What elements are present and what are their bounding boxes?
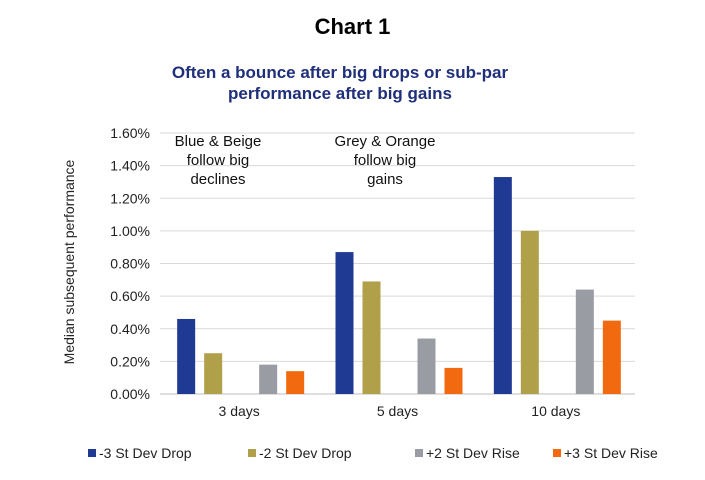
- chart-subtitle: Often a bounce after big drops or sub-pa…: [140, 62, 540, 104]
- bar--3-st-dev-rise-2: [602, 320, 621, 394]
- legend-label: -2 St Dev Drop: [259, 445, 352, 461]
- legend-swatch: [553, 449, 561, 457]
- y-tick-label: 1.60%: [110, 125, 150, 141]
- annotation-line: follow big: [354, 152, 417, 169]
- legend: -3 St Dev Drop -2 St Dev Drop +2 St Dev Ri…: [88, 445, 658, 461]
- y-tick-label: 0.60%: [110, 288, 150, 304]
- bar--3-st-dev-rise-0: [286, 371, 305, 394]
- chart-title: Chart 1: [314, 14, 391, 39]
- bar--3-st-dev-rise-1: [444, 367, 463, 394]
- annotation-line: Grey & Orange: [335, 133, 436, 150]
- annotation-line: gains: [367, 171, 403, 188]
- bar--3-st-dev-drop-2: [493, 177, 512, 394]
- y-tick-label: 1.20%: [110, 190, 150, 206]
- y-tick-label: 0.80%: [110, 256, 150, 272]
- bars: [177, 177, 621, 394]
- y-axis-title: Median subsequent performance: [61, 159, 77, 364]
- y-tick-label: 0.20%: [110, 353, 150, 369]
- bar--2-st-dev-drop-1: [362, 281, 381, 394]
- legend-label: +2 St Dev Rise: [426, 445, 520, 461]
- subtitle-line-2: performance after big gains: [228, 84, 452, 103]
- gridlines: [160, 132, 635, 395]
- bar--3-st-dev-drop-0: [177, 318, 196, 394]
- bar--2-st-dev-rise-0: [259, 364, 278, 394]
- annotation-line: follow big: [187, 152, 250, 169]
- x-tick-label: 10 days: [531, 403, 580, 419]
- y-tick-label: 1.00%: [110, 223, 150, 239]
- subtitle-line-1: Often a bounce after big drops or sub-pa…: [171, 63, 509, 82]
- bar--2-st-dev-rise-1: [417, 338, 436, 394]
- x-tick-labels: 3 days 5 days 10 days: [219, 403, 581, 419]
- bar--2-st-dev-rise-2: [575, 289, 594, 394]
- x-tick-label: 5 days: [377, 403, 418, 419]
- legend-swatch: [248, 449, 256, 457]
- y-tick-label: 1.40%: [110, 158, 150, 174]
- y-tick-label: 0.40%: [110, 321, 150, 337]
- x-tick-label: 3 days: [219, 403, 260, 419]
- bar--2-st-dev-drop-0: [204, 353, 223, 394]
- legend-label: +3 St Dev Rise: [564, 445, 658, 461]
- legend-label: -3 St Dev Drop: [99, 445, 192, 461]
- bar--2-st-dev-drop-2: [520, 230, 539, 394]
- y-tick-labels: 0.00% 0.20% 0.40% 0.60% 0.80% 1.00% 1.20% 1.40%…: [110, 125, 150, 402]
- annotations: Blue & Beige follow big declines Grey & Ora…: [175, 133, 436, 188]
- annotation-line: Blue & Beige: [175, 133, 262, 150]
- y-tick-label: 0.00%: [110, 386, 150, 402]
- legend-swatch: [415, 449, 423, 457]
- legend-swatch: [88, 449, 96, 457]
- annotation-line: declines: [190, 171, 245, 188]
- bar--3-st-dev-drop-1: [335, 252, 354, 394]
